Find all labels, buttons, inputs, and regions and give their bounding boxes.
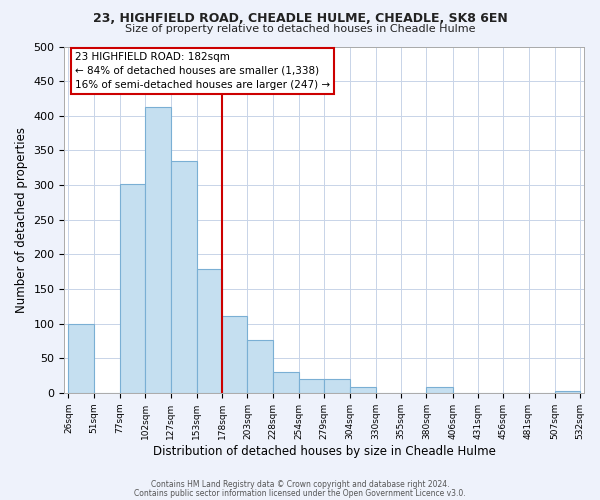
Bar (555, 391, 580, 393)
Bar (197, 269, 222, 393)
Bar (427, 388, 452, 393)
Bar (145, 107, 170, 393)
Bar (272, 372, 299, 393)
Bar (324, 379, 350, 393)
Text: Contains HM Land Registry data © Crown copyright and database right 2024.: Contains HM Land Registry data © Crown c… (151, 480, 449, 489)
Bar (299, 379, 324, 393)
Bar (120, 184, 145, 393)
Bar (247, 340, 272, 393)
X-axis label: Distribution of detached houses by size in Cheadle Hulme: Distribution of detached houses by size … (153, 444, 496, 458)
Bar (222, 316, 247, 393)
Text: Size of property relative to detached houses in Cheadle Hulme: Size of property relative to detached ho… (125, 24, 475, 34)
Text: 23 HIGHFIELD ROAD: 182sqm
← 84% of detached houses are smaller (1,338)
16% of se: 23 HIGHFIELD ROAD: 182sqm ← 84% of detac… (75, 52, 330, 90)
Bar (170, 162, 197, 393)
Text: Contains public sector information licensed under the Open Government Licence v3: Contains public sector information licen… (134, 488, 466, 498)
Text: 23, HIGHFIELD ROAD, CHEADLE HULME, CHEADLE, SK8 6EN: 23, HIGHFIELD ROAD, CHEADLE HULME, CHEAD… (92, 12, 508, 26)
Y-axis label: Number of detached properties: Number of detached properties (15, 126, 28, 312)
Bar (68, 324, 94, 393)
Bar (350, 388, 376, 393)
